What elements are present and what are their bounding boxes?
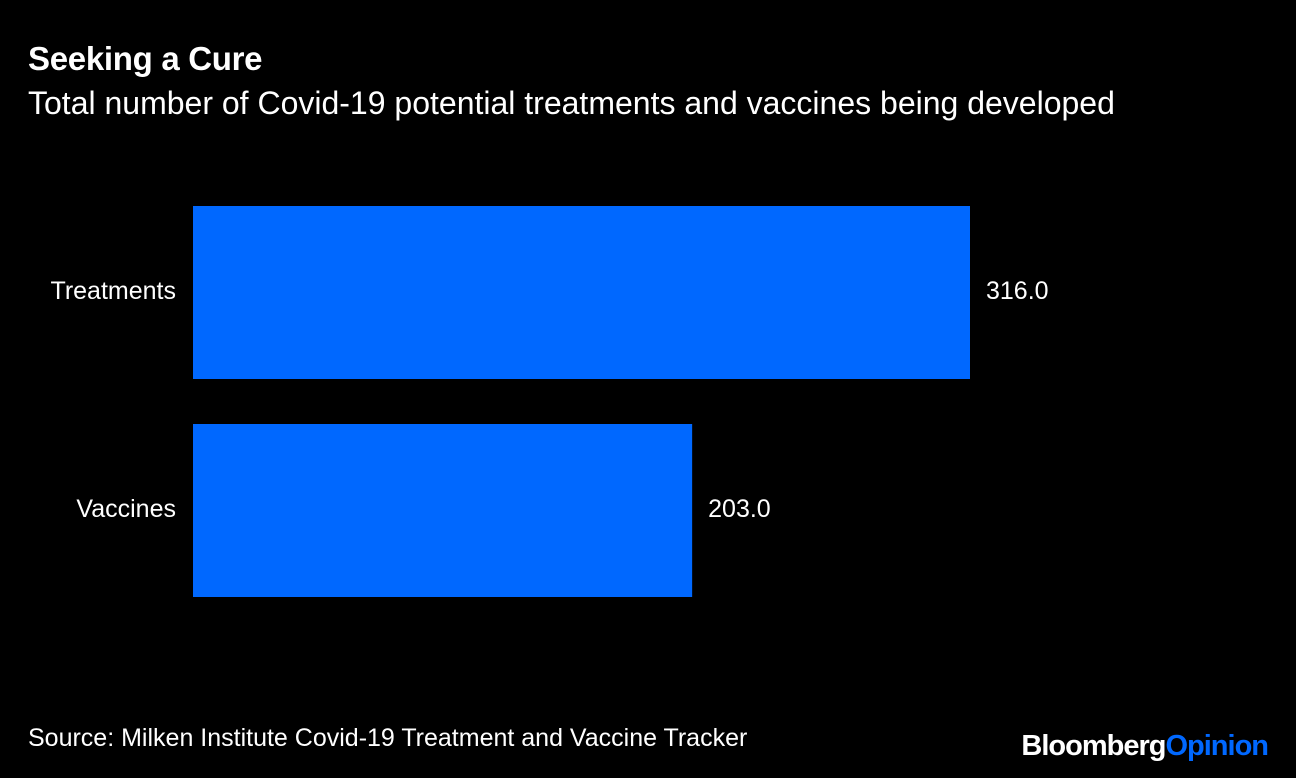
bar-vaccines: [193, 424, 693, 597]
source-note: Source: Milken Institute Covid-19 Treatm…: [28, 724, 748, 752]
brand-logo-part-1: Bloomberg: [1021, 730, 1166, 762]
value-label-treatments: 316.0: [986, 277, 1049, 305]
bar-treatments: [193, 206, 970, 379]
category-label-vaccines: Vaccines: [76, 495, 176, 523]
category-label-treatments: Treatments: [50, 277, 176, 305]
brand-logo-part-2: Opinion: [1165, 730, 1269, 762]
chart-subtitle: Total number of Covid-19 potential treat…: [28, 85, 1115, 121]
brand-logo: BloombergOpinion: [1021, 730, 1269, 763]
value-label-vaccines: 203.0: [708, 495, 771, 523]
chart-title: Seeking a Cure: [28, 40, 263, 77]
